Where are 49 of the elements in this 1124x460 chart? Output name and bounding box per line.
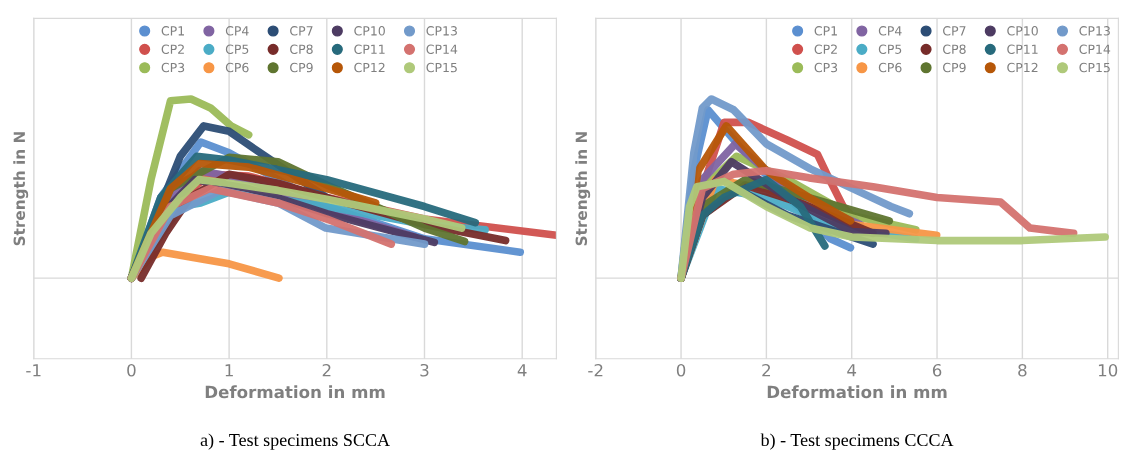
x-tick-label: 1 [225,364,233,377]
x-tick-label: 2 [762,363,771,377]
legend-label: CP5 [225,44,249,54]
legend-label: CP6 [878,62,902,73]
legend-label: CP14 [1079,44,1111,54]
x-tick-label: -1 [26,364,41,377]
x-tick-label: 2 [322,363,331,377]
x-tick-label: 0 [127,363,136,377]
x-axis-title: Deformation in mm [205,385,385,399]
legend-label: CP10 [354,26,385,36]
legend-label: CP1 [161,26,184,36]
legend-label: CP2 [161,44,184,54]
y-axis-title: Strength in N [575,132,591,246]
text: b) - Test specimens CCCA [760,433,954,450]
x-tick-label: 6 [932,363,942,377]
legend-label: CP14 [426,44,458,54]
legend-label: CP11 [1007,44,1038,54]
legend-label: CP2 [814,44,837,54]
legend-label: CP9 [943,62,966,73]
x-tick-label: 8 [1018,363,1027,377]
legend-label: CP3 [814,62,838,73]
legend-label: CP15 [1079,62,1110,73]
legend-label: CP8 [943,44,966,54]
y-axis-title: Strength in N [13,132,29,246]
legend-label: CP7 [290,26,313,36]
legend-label: CP13 [1079,26,1110,36]
legend-label: CP4 [878,26,902,36]
legend-label: CP10 [1007,26,1038,36]
legend-label: CP11 [354,44,385,54]
legend-label: CP13 [426,26,457,36]
x-tick-label: -2 [588,363,603,377]
legend-label: CP5 [878,44,902,54]
x-tick-label: 4 [847,364,857,377]
x-tick-label: 10 [1098,363,1118,377]
legend-label: CP1 [814,26,837,36]
legend-label: CP4 [225,26,249,36]
x-tick-label: 0 [676,363,686,377]
legend-label: CP6 [225,62,249,73]
x-tick-label: 4 [517,364,527,377]
legend-label: CP7 [943,26,966,36]
legend-label: CP9 [290,62,313,73]
legend-label: CP15 [426,62,457,73]
x-axis-title: Deformation in mm [767,385,947,399]
legend-label: CP8 [290,44,313,54]
x-tick-label: 3 [420,363,429,377]
legend-label: CP12 [1007,62,1038,73]
legend-label: CP12 [354,62,385,73]
legend-label: CP3 [161,62,185,73]
text: a) - Test specimens SCCA [200,433,390,450]
